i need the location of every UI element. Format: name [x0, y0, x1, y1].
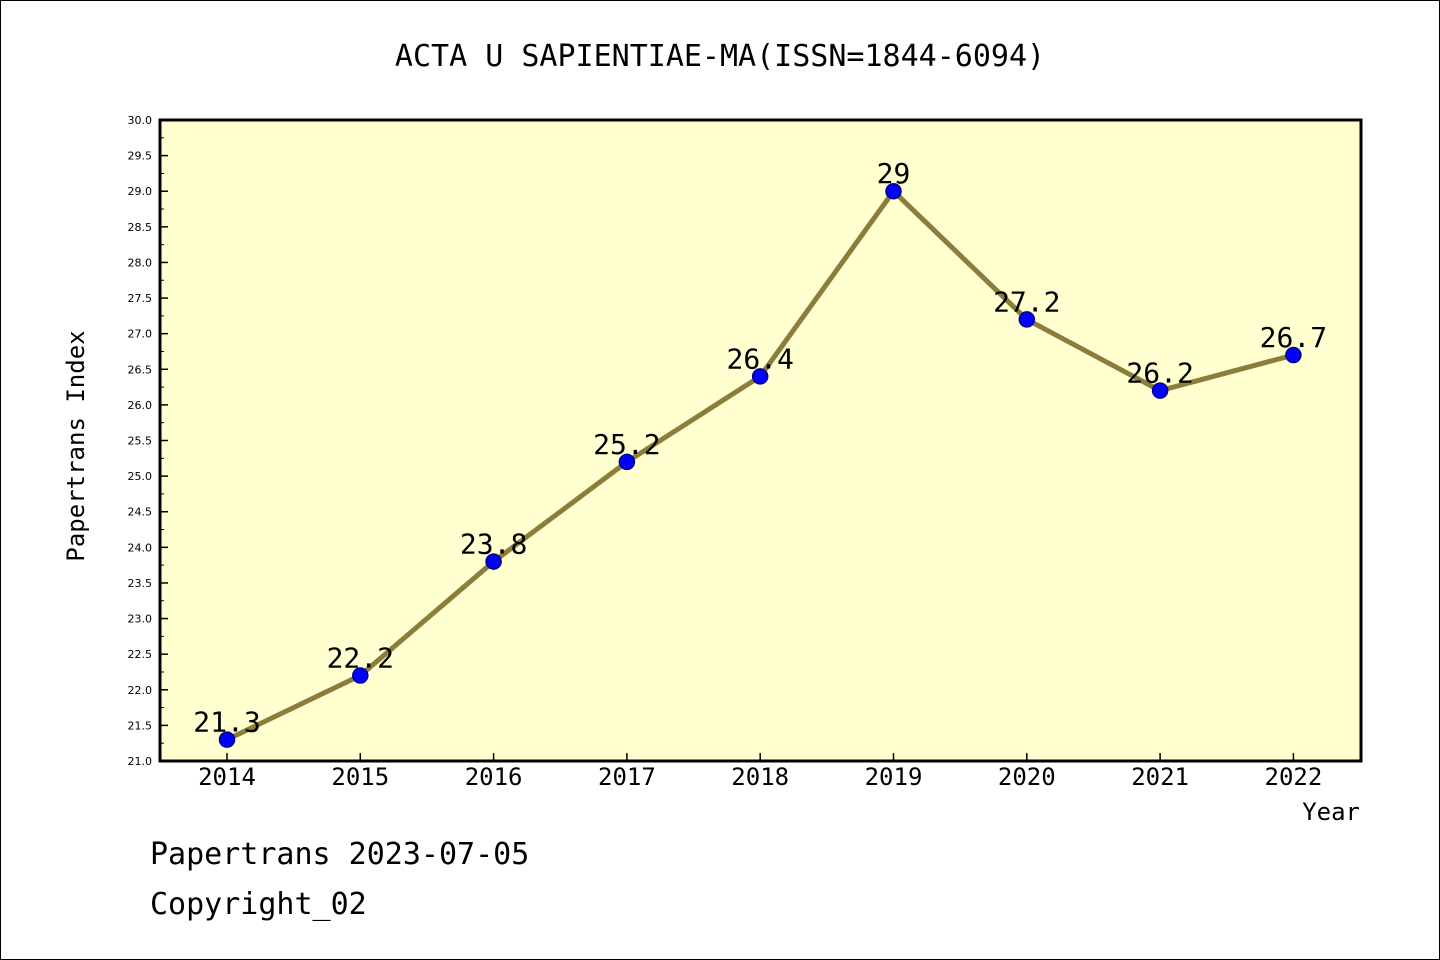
- x-tick-label: 2022: [1265, 763, 1323, 791]
- data-label: 22.2: [327, 642, 394, 675]
- y-tick-label: 23.5: [128, 577, 153, 590]
- y-tick-label: 29.0: [128, 185, 153, 198]
- data-label: 26.4: [726, 342, 793, 375]
- data-point: [618, 453, 636, 471]
- x-tick-label: 2018: [731, 763, 789, 791]
- y-tick-label: 27.5: [128, 292, 153, 305]
- data-point: [218, 731, 236, 748]
- data-point: [1151, 382, 1169, 399]
- y-tick-label: 28.5: [128, 221, 153, 234]
- y-tick-label: 26.0: [128, 399, 153, 412]
- y-tick-label: 27.0: [128, 328, 153, 341]
- data-label: 26.7: [1260, 321, 1327, 354]
- data-point: [751, 368, 769, 385]
- source-footer: Papertrans 2023-07-05: [150, 837, 529, 872]
- chart-title: ACTA U SAPIENTIAE-MA(ISSN=1844-6094): [395, 39, 1045, 74]
- x-tick-label: 2015: [331, 763, 389, 791]
- data-point: [1285, 346, 1302, 364]
- data-point: [485, 553, 502, 570]
- copyright-footer: Copyright_02: [150, 887, 367, 922]
- y-tick-label: 24.0: [128, 541, 153, 554]
- data-label: 21.3: [193, 706, 260, 739]
- data-label: 29: [877, 157, 911, 190]
- x-tick-label: 2020: [998, 763, 1056, 791]
- y-tick-label: 21.0: [128, 755, 153, 768]
- x-axis: 2014 2015 2016 2017 2018 2019 2020 2021 2022: [198, 753, 1322, 791]
- y-tick-label: 25.0: [128, 470, 153, 483]
- x-tick-label: 2021: [1131, 763, 1189, 791]
- data-label-layer: 21.3 22.2 23.8 25.2 26.4 29 27.2 26.2 26.7: [193, 157, 1327, 738]
- y-tick-label: 29.5: [128, 150, 153, 163]
- data-point: [885, 182, 902, 200]
- x-tick-label: 2016: [465, 763, 523, 791]
- y-tick-label: 22.0: [128, 684, 153, 697]
- y-tick-label: 21.5: [128, 719, 153, 732]
- y-tick-label: 22.5: [128, 648, 153, 661]
- y-tick-label: 26.5: [128, 363, 153, 376]
- y-tick-label: 23.0: [128, 613, 153, 626]
- plot-area: [158, 118, 1363, 763]
- x-tick-label: 2017: [598, 763, 656, 791]
- data-label: 23.8: [460, 528, 527, 561]
- series-layer: [218, 182, 1302, 748]
- data-label: 25.2: [593, 428, 660, 461]
- data-label: 27.2: [993, 285, 1060, 318]
- y-axis: 21.0 21.5 22.0 22.5 23.0 23.5 24.0 24.5 25.0 25.5…: [128, 114, 168, 768]
- x-axis-label: Year: [1302, 798, 1360, 826]
- y-tick-label: 30.0: [128, 114, 153, 127]
- y-tick-label: 25.5: [128, 435, 153, 448]
- data-point: [1018, 311, 1036, 328]
- y-tick-label: 24.5: [128, 506, 153, 519]
- x-tick-label: 2019: [865, 763, 923, 791]
- data-point: [352, 667, 369, 684]
- y-axis-label: Papertrans Index: [62, 330, 90, 561]
- y-tick-label: 28.0: [128, 256, 153, 269]
- x-tick-label: 2014: [198, 763, 256, 791]
- data-label: 26.2: [1126, 357, 1193, 390]
